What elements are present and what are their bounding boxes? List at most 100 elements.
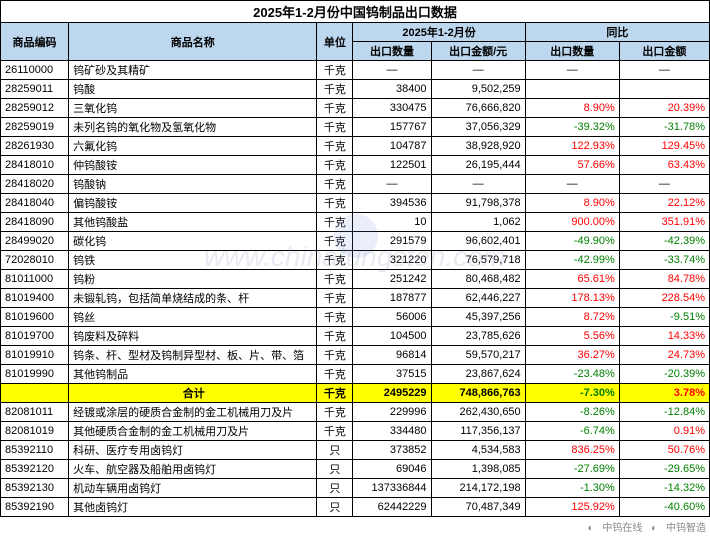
table-row: 28261930六氟化钨千克10478738,928,920122.93%129… bbox=[1, 137, 710, 156]
cell: 千克 bbox=[317, 251, 353, 270]
table-row: 26110000钨矿砂及其精矿千克———— bbox=[1, 61, 710, 80]
cell: 330475 bbox=[353, 99, 431, 118]
footer-item-1: 中钨在线 bbox=[602, 523, 642, 534]
cell: 373852 bbox=[353, 441, 431, 460]
cell: 291579 bbox=[353, 232, 431, 251]
cell: 千克 bbox=[317, 175, 353, 194]
cell: 28261930 bbox=[1, 137, 69, 156]
cell: — bbox=[431, 175, 525, 194]
cell: 125.92% bbox=[525, 498, 619, 517]
col-unit: 单位 bbox=[317, 23, 353, 61]
cell: 84.78% bbox=[619, 270, 709, 289]
table-row: 85392130机动车辆用卤钨灯只137336844214,172,198-1.… bbox=[1, 479, 710, 498]
cell: -23.48% bbox=[525, 365, 619, 384]
cell: 只 bbox=[317, 479, 353, 498]
cell: 394536 bbox=[353, 194, 431, 213]
table-row: 85392110科研、医疗专用卤钨灯只3738524,534,583836.25… bbox=[1, 441, 710, 460]
cell: -27.69% bbox=[525, 460, 619, 479]
cell: 其他卤钨灯 bbox=[69, 498, 317, 517]
cell: 六氟化钨 bbox=[69, 137, 317, 156]
cell: 8.90% bbox=[525, 194, 619, 213]
cell: 钨酸 bbox=[69, 80, 317, 99]
cell: 其他钨制品 bbox=[69, 365, 317, 384]
cell: -9.51% bbox=[619, 308, 709, 327]
cell: -33.74% bbox=[619, 251, 709, 270]
cell: 351.91% bbox=[619, 213, 709, 232]
cell: 火车、航空器及船舶用卤钨灯 bbox=[69, 460, 317, 479]
cell: 72028010 bbox=[1, 251, 69, 270]
table-row: 28418010仲钨酸铵千克12250126,195,44457.66%63.4… bbox=[1, 156, 710, 175]
cell: 千克 bbox=[317, 80, 353, 99]
col-yoy-group: 同比 bbox=[525, 23, 709, 42]
cell: 900.00% bbox=[525, 213, 619, 232]
cell: 机动车辆用卤钨灯 bbox=[69, 479, 317, 498]
cell: 63.43% bbox=[619, 156, 709, 175]
cell: 3.78% bbox=[619, 384, 709, 403]
cell: 23,867,624 bbox=[431, 365, 525, 384]
cell: 69046 bbox=[353, 460, 431, 479]
cell: 38,928,920 bbox=[431, 137, 525, 156]
cell: 37515 bbox=[353, 365, 431, 384]
cell: 4,534,583 bbox=[431, 441, 525, 460]
cell: 81019600 bbox=[1, 308, 69, 327]
cell: -20.39% bbox=[619, 365, 709, 384]
table-title: 2025年1-2月份中国钨制品出口数据 bbox=[1, 1, 710, 23]
cell: 28418090 bbox=[1, 213, 69, 232]
cell: 157767 bbox=[353, 118, 431, 137]
cell: 45,397,256 bbox=[431, 308, 525, 327]
cell: 合计 bbox=[69, 384, 317, 403]
cell bbox=[1, 384, 69, 403]
cell: 20.39% bbox=[619, 99, 709, 118]
cell: 千克 bbox=[317, 213, 353, 232]
cell: 117,356,137 bbox=[431, 422, 525, 441]
cell: -14.32% bbox=[619, 479, 709, 498]
cell: -49.90% bbox=[525, 232, 619, 251]
cell: 钨酸钠 bbox=[69, 175, 317, 194]
cell: 2495229 bbox=[353, 384, 431, 403]
cell: 57.66% bbox=[525, 156, 619, 175]
table-row: 81019400未锻轧钨，包括简单烧结成的条、杆千克18787762,446,2… bbox=[1, 289, 710, 308]
cell: 80,468,482 bbox=[431, 270, 525, 289]
cell: 85392190 bbox=[1, 498, 69, 517]
cell: 千克 bbox=[317, 327, 353, 346]
cell: 24.73% bbox=[619, 346, 709, 365]
cell: 钨矿砂及其精矿 bbox=[69, 61, 317, 80]
table-row: 81019990其他钨制品千克3751523,867,624-23.48%-20… bbox=[1, 365, 710, 384]
table-row-total: 合计千克2495229748,866,763-7.30%3.78% bbox=[1, 384, 710, 403]
cell: -42.39% bbox=[619, 232, 709, 251]
cell: -7.30% bbox=[525, 384, 619, 403]
cell: 251242 bbox=[353, 270, 431, 289]
cell: 5.56% bbox=[525, 327, 619, 346]
cell: 千克 bbox=[317, 384, 353, 403]
table-row: 81019700钨废料及碎料千克10450023,785,6265.56%14.… bbox=[1, 327, 710, 346]
cell: 96,602,401 bbox=[431, 232, 525, 251]
col-code: 商品编码 bbox=[1, 23, 69, 61]
cell: 碳化钨 bbox=[69, 232, 317, 251]
table-row: 72028010钨铁千克32122076,579,718-42.99%-33.7… bbox=[1, 251, 710, 270]
cell: -40.60% bbox=[619, 498, 709, 517]
footer-credits: ◐ 中钨在线 ◐ 中钨智造 bbox=[0, 517, 710, 536]
cell: 37,056,329 bbox=[431, 118, 525, 137]
cell: -12.84% bbox=[619, 403, 709, 422]
cell: 科研、医疗专用卤钨灯 bbox=[69, 441, 317, 460]
cell: 其他硬质合金制的金工机械用刀及片 bbox=[69, 422, 317, 441]
cell: 178.13% bbox=[525, 289, 619, 308]
table-row: 81011000钨粉千克25124280,468,48265.61%84.78% bbox=[1, 270, 710, 289]
cell: 千克 bbox=[317, 118, 353, 137]
cell: — bbox=[619, 61, 709, 80]
cell: 28499020 bbox=[1, 232, 69, 251]
table-row: 82081011经镀或涂层的硬质合金制的金工机械用刀及片千克229996262,… bbox=[1, 403, 710, 422]
cell: — bbox=[353, 175, 431, 194]
cell: — bbox=[619, 175, 709, 194]
cell: 23,785,626 bbox=[431, 327, 525, 346]
cell: 56006 bbox=[353, 308, 431, 327]
cell: 36.27% bbox=[525, 346, 619, 365]
table-row: 82081019其他硬质合金制的金工机械用刀及片千克334480117,356,… bbox=[1, 422, 710, 441]
table-row: 28418040偏钨酸铵千克39453691,798,3788.90%22.12… bbox=[1, 194, 710, 213]
cell: 129.45% bbox=[619, 137, 709, 156]
cell: 8.72% bbox=[525, 308, 619, 327]
cell: — bbox=[525, 175, 619, 194]
cell: 85392120 bbox=[1, 460, 69, 479]
cell: 748,866,763 bbox=[431, 384, 525, 403]
cell: 62442229 bbox=[353, 498, 431, 517]
